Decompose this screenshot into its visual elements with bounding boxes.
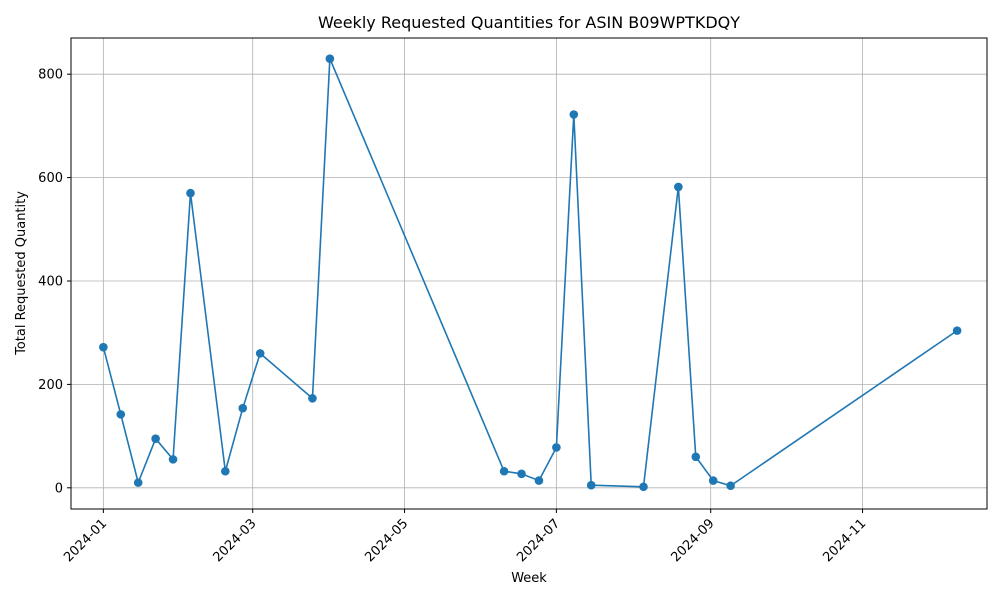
data-point <box>499 466 509 476</box>
x-tick-label: 2024-07 <box>514 516 563 565</box>
data-point <box>726 481 735 491</box>
data-point <box>952 326 962 335</box>
data-point <box>221 466 230 476</box>
data-point <box>552 443 561 452</box>
data-point <box>639 482 648 492</box>
data-point <box>168 455 178 464</box>
x-tick-label: 2024-05 <box>362 516 411 565</box>
data-point <box>691 452 701 462</box>
data-point <box>569 110 579 119</box>
x-tick-label: 2024-03 <box>211 516 260 565</box>
x-axis: 2024-01 2024-03 2024-05 2024-07 2024-09 2024-… <box>61 509 869 565</box>
grid <box>71 38 987 509</box>
x-tick-label: 2024-09 <box>669 516 718 565</box>
data-point <box>186 188 195 198</box>
chart-title: Weekly Requested Quantities for ASIN B09… <box>318 13 740 32</box>
y-tick-label: 400 <box>38 274 63 289</box>
plot-frame <box>70 37 988 510</box>
data-point <box>99 342 108 352</box>
y-tick-label: 0 <box>55 481 63 496</box>
data-point <box>325 54 335 63</box>
data-point <box>238 403 248 413</box>
y-tick-label: 800 <box>38 68 63 83</box>
data-point <box>674 182 683 192</box>
data-point <box>133 478 143 487</box>
data-point <box>151 434 160 443</box>
x-tick-label: 2024-11 <box>820 516 869 565</box>
series-line <box>102 57 958 488</box>
y-axis-title: Total Requested Quantity <box>14 191 29 356</box>
data-point <box>116 410 126 419</box>
series-layer <box>99 54 962 492</box>
data-point <box>708 476 718 485</box>
x-axis-title: Week <box>511 571 547 586</box>
data-point <box>586 480 596 490</box>
data-point <box>308 394 317 403</box>
y-axis: 0 200 400 600 800 <box>38 68 71 496</box>
data-point <box>517 469 526 479</box>
y-tick-label: 200 <box>38 378 63 393</box>
data-point <box>534 476 544 485</box>
y-tick-label: 600 <box>38 171 63 186</box>
x-tick-label: 2024-01 <box>61 516 110 565</box>
data-point <box>255 349 265 358</box>
